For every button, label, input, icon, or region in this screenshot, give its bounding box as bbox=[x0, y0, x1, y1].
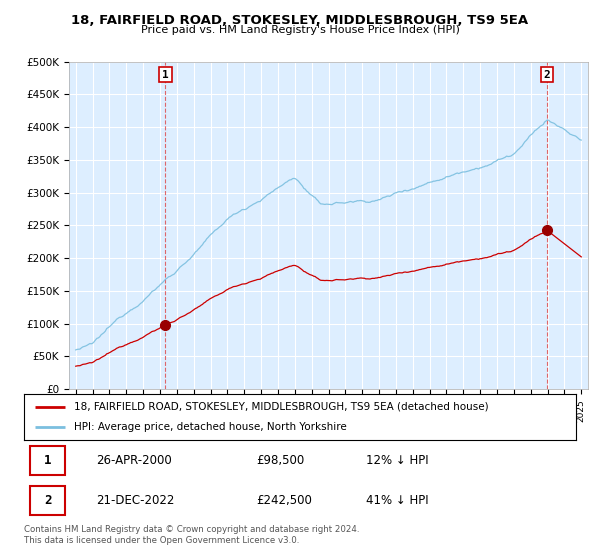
Text: 12% ↓ HPI: 12% ↓ HPI bbox=[366, 454, 429, 468]
Text: 2: 2 bbox=[544, 69, 550, 80]
Text: Price paid vs. HM Land Registry's House Price Index (HPI): Price paid vs. HM Land Registry's House … bbox=[140, 25, 460, 35]
Text: 18, FAIRFIELD ROAD, STOKESLEY, MIDDLESBROUGH, TS9 5EA: 18, FAIRFIELD ROAD, STOKESLEY, MIDDLESBR… bbox=[71, 14, 529, 27]
Text: HPI: Average price, detached house, North Yorkshire: HPI: Average price, detached house, Nort… bbox=[74, 422, 346, 432]
Text: 26-APR-2000: 26-APR-2000 bbox=[96, 454, 172, 468]
Text: Contains HM Land Registry data © Crown copyright and database right 2024.
This d: Contains HM Land Registry data © Crown c… bbox=[24, 525, 359, 545]
FancyBboxPatch shape bbox=[29, 486, 65, 515]
Text: 1: 1 bbox=[44, 454, 52, 468]
FancyBboxPatch shape bbox=[29, 446, 65, 475]
Text: 41% ↓ HPI: 41% ↓ HPI bbox=[366, 493, 429, 507]
Text: £242,500: £242,500 bbox=[256, 493, 312, 507]
Text: 18, FAIRFIELD ROAD, STOKESLEY, MIDDLESBROUGH, TS9 5EA (detached house): 18, FAIRFIELD ROAD, STOKESLEY, MIDDLESBR… bbox=[74, 402, 488, 412]
Text: 21-DEC-2022: 21-DEC-2022 bbox=[96, 493, 174, 507]
Text: £98,500: £98,500 bbox=[256, 454, 304, 468]
Text: 1: 1 bbox=[162, 69, 169, 80]
Text: 2: 2 bbox=[44, 493, 52, 507]
